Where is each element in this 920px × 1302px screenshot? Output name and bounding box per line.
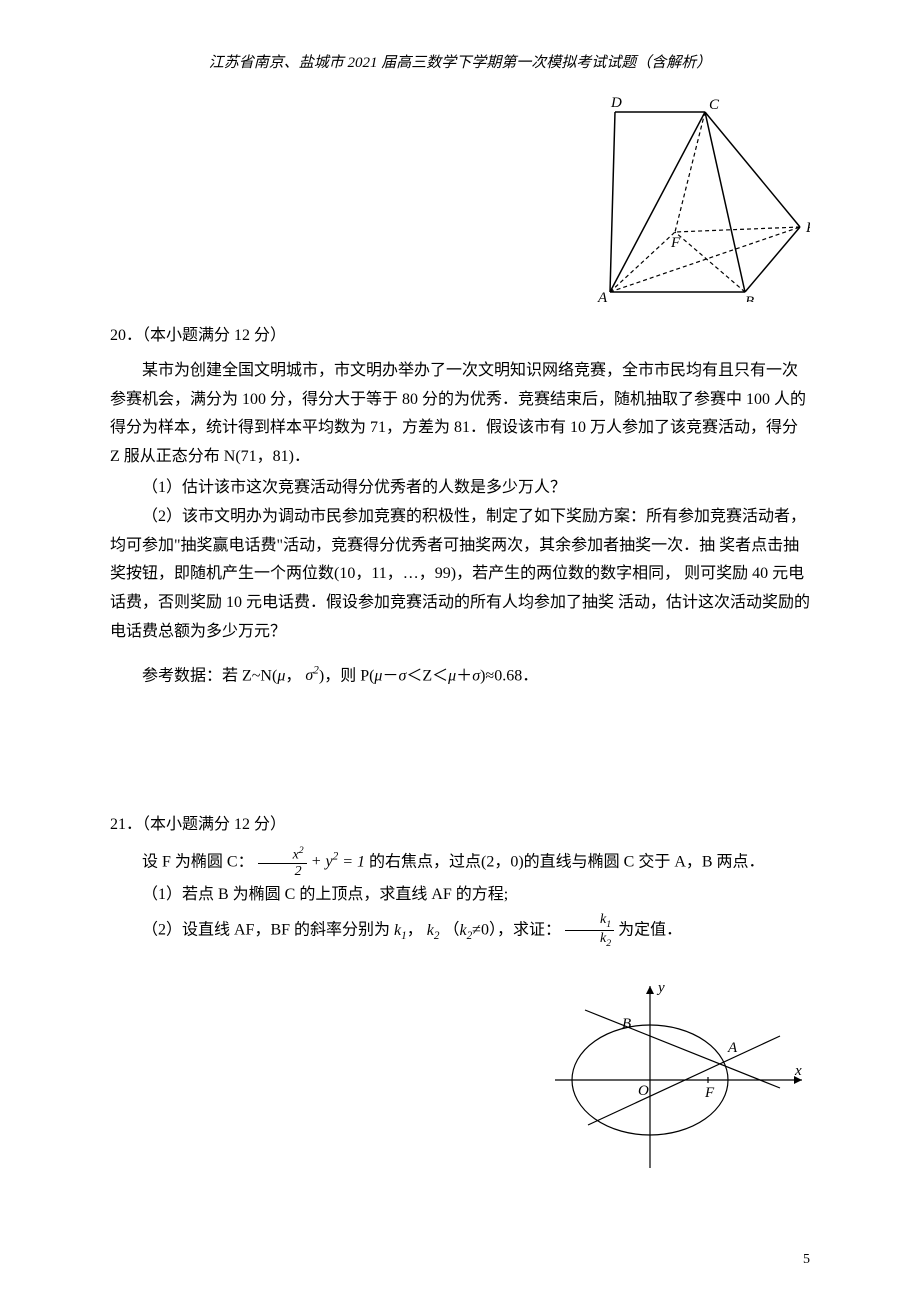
k2: k2 (427, 922, 440, 939)
problem-21-q2: （2）设直线 AF，BF 的斜率分别为 k1， k2 （k2≠0），求证： k1… (110, 912, 810, 950)
comma: ， (285, 667, 305, 684)
problem-21-title: 21．（本小题满分 12 分） (110, 811, 810, 840)
q2-suffix: 为定值． (618, 922, 682, 939)
minus: － (382, 667, 398, 684)
p21-suffix: 的右焦点，过点(2，0)的直线与椭圆 C 交于 A，B 两点． (369, 853, 765, 870)
svg-text:F: F (670, 235, 681, 251)
problem-21-body: 设 F 为椭圆 C： x2 2 + y2 = 1 的右焦点，过点(2，0)的直线… (110, 846, 810, 879)
problem-20-title: 20．（本小题满分 12 分） (110, 322, 810, 351)
svg-text:y: y (656, 980, 665, 996)
q2-prefix: （2）设直线 AF，BF 的斜率分别为 (142, 922, 390, 939)
mu-symbol-3: μ (448, 667, 456, 684)
svg-text:E: E (805, 220, 810, 236)
svg-text:B: B (745, 294, 754, 302)
problem-20-refdata: 参考数据：若 Z~N(μ， σ2)，则 P(μ－σ＜Z＜μ＋σ)≈0.68． (110, 661, 810, 691)
ref-mid: )，则 P( (319, 667, 375, 684)
svg-text:D: D (610, 97, 622, 111)
svg-text:x: x (794, 1063, 802, 1079)
plus: ＋ (456, 667, 472, 684)
svg-text:O: O (638, 1083, 649, 1099)
problem-20-body: 某市为创建全国文明城市，市文明办举办了一次文明知识网络竞赛，全市市民均有且只有一… (110, 357, 810, 472)
eq1: = 1 (338, 853, 365, 870)
figure-ellipse: x y O F A B (550, 980, 810, 1175)
svg-text:F: F (704, 1085, 715, 1101)
svg-text:B: B (622, 1016, 631, 1032)
page-header: 江苏省南京、盐城市 2021 届高三数学下学期第一次模拟考试试题（含解析） (110, 50, 810, 77)
sigma-symbol: σ2 (305, 667, 318, 684)
fraction-x2-over-2: x2 2 (258, 846, 307, 879)
ref-suffix: )≈0.68． (480, 667, 538, 684)
svg-text:A: A (597, 290, 608, 302)
problem-21: 21．（本小题满分 12 分） 设 F 为椭圆 C： x2 2 + y2 = 1… (110, 811, 810, 950)
p21-prefix: 设 F 为椭圆 C： (142, 853, 254, 870)
page-number: 5 (803, 1247, 810, 1272)
k1: k1 (394, 922, 407, 939)
svg-text:C: C (709, 97, 720, 113)
problem-20: 20．（本小题满分 12 分） 某市为创建全国文明城市，市文明办举办了一次文明知… (110, 322, 810, 691)
ref-prefix: 参考数据：若 Z~N( (142, 667, 277, 684)
sigma-symbol-3: σ (472, 667, 480, 684)
k2-neq: k2 (459, 922, 472, 939)
figure-pyramid: A B C D E F (550, 97, 810, 302)
problem-20-q1: （1）估计该市这次竞赛活动得分优秀者的人数是多少万人？ (110, 474, 810, 503)
neq0: ≠0），求证： (472, 922, 561, 939)
problem-20-q2: （2）该市文明办为调动市民参加竞赛的积极性，制定了如下奖励方案：所有参加竞赛活动… (110, 503, 810, 647)
problem-21-q1: （1）若点 B 为椭圆 C 的上顶点，求直线 AF 的方程; (110, 881, 810, 910)
svg-text:A: A (727, 1040, 738, 1056)
paren-open: （ (443, 922, 459, 939)
plus-y2: + y2 (311, 853, 339, 870)
lt: ＜Z＜ (406, 667, 448, 684)
fraction-k1-over-k2: k1 k2 (565, 912, 614, 950)
